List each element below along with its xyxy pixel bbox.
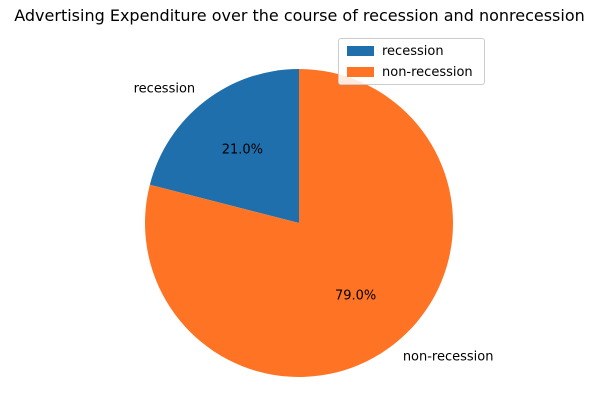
pie-category-label-recession: recession [134,82,196,97]
legend-swatch-recession [347,46,374,56]
pie-value-label-recession: 21.0% [222,142,263,157]
legend-entry-recession: recession [347,43,444,59]
chart-title: Advertising Expenditure over the course … [14,6,585,25]
pie-category-label-non-recession: non-recession [403,349,494,364]
legend-label-non-recession: non-recession [382,64,473,80]
chart-legend: recession non-recession [338,38,485,85]
pie-slice-non-recession [145,69,453,377]
legend-swatch-non-recession [347,67,374,77]
legend-entry-non-recession: non-recession [347,64,473,80]
pie-value-label-non-recession: 79.0% [335,289,376,304]
pie-slice-recession [149,69,299,223]
legend-label-recession: recession [382,43,444,59]
